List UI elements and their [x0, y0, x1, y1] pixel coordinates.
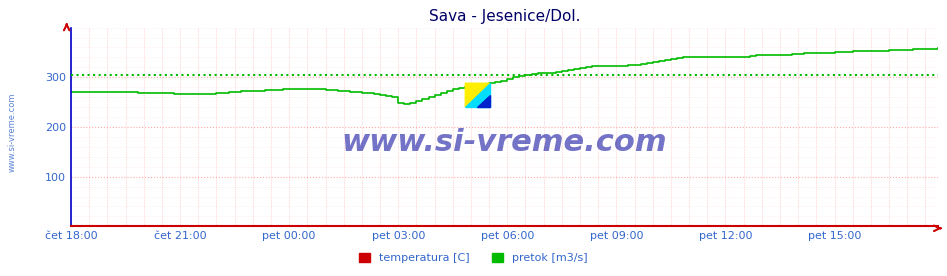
Polygon shape	[477, 95, 490, 107]
Title: Sava - Jesenice/Dol.: Sava - Jesenice/Dol.	[429, 9, 580, 24]
Text: www.si-vreme.com: www.si-vreme.com	[342, 128, 667, 157]
Polygon shape	[465, 83, 490, 107]
Polygon shape	[465, 83, 490, 107]
Legend: temperatura [C], pretok [m3/s]: temperatura [C], pretok [m3/s]	[355, 249, 592, 268]
Text: www.si-vreme.com: www.si-vreme.com	[8, 93, 17, 172]
